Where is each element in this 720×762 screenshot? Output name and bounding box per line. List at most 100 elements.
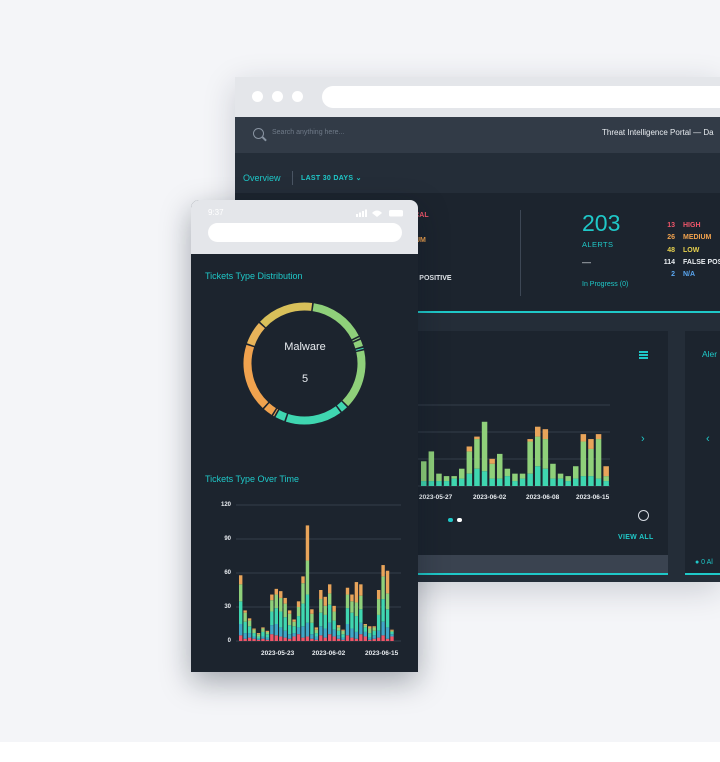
bar-segment: [368, 639, 372, 641]
alerts-count: 203: [582, 210, 621, 236]
bar-segment: [372, 627, 376, 631]
bar-segment: [350, 628, 354, 638]
donut-slice[interactable]: [246, 322, 265, 347]
bar-segment: [350, 637, 354, 641]
donut-slice[interactable]: [312, 303, 359, 340]
bar-segment: [372, 638, 376, 641]
bar-segment: [341, 637, 345, 640]
bar-segment: [270, 600, 274, 612]
bar-segment: [527, 441, 533, 474]
donut-slice[interactable]: [263, 403, 276, 415]
alert-breakdown-count: 48: [667, 246, 675, 254]
bar-segment: [595, 439, 602, 479]
bar-segment: [588, 439, 594, 449]
address-bar[interactable]: [322, 86, 720, 108]
donut-slice[interactable]: [342, 350, 366, 407]
chevron-right-icon[interactable]: ›: [641, 433, 645, 445]
bar-segment: [292, 621, 296, 627]
bar-segment: [512, 481, 518, 486]
bar-segment: [595, 434, 602, 440]
bar-segment: [359, 634, 363, 641]
bar-segment: [385, 627, 390, 639]
bar-segment: [336, 638, 341, 641]
bar-segment: [359, 584, 363, 596]
tab-overview[interactable]: Overview: [243, 173, 281, 183]
bar-segment: [332, 611, 336, 621]
pager-dot[interactable]: [457, 518, 462, 522]
bar-segment: [261, 638, 265, 641]
bar-segment: [252, 638, 256, 641]
bar-segment: [292, 633, 296, 637]
bar-segment: [265, 630, 270, 632]
bar-segment: [319, 599, 323, 613]
donut-slice[interactable]: [273, 408, 279, 417]
bar-segment: [256, 633, 261, 635]
bar-segment: [376, 630, 381, 638]
bar-segment: [385, 638, 390, 641]
alerts-side-card: [685, 331, 720, 573]
donut-slice[interactable]: [243, 344, 269, 408]
bar-segment: [390, 636, 394, 641]
bar-segment: [519, 478, 526, 486]
search-icon[interactable]: [253, 128, 264, 139]
window-dot-icon[interactable]: [252, 91, 263, 102]
status-time: 9:37: [208, 208, 224, 217]
bar-segment: [542, 439, 549, 469]
donut-slice[interactable]: [285, 406, 341, 425]
bar-segment: [265, 639, 270, 641]
bar-segment: [265, 631, 270, 635]
bar-segment: [354, 582, 359, 603]
bar-segment: [274, 608, 278, 624]
bar-segment: [283, 637, 287, 641]
bar-segment: [390, 630, 394, 632]
bar-segment: [557, 473, 564, 479]
bar-segment: [368, 628, 372, 634]
bar-segment: [390, 631, 394, 635]
bar-segment: [497, 478, 503, 486]
pager-dot[interactable]: [448, 518, 453, 522]
bar-segment: [603, 466, 609, 477]
bar-segment: [274, 594, 278, 609]
bar-segment: [519, 473, 526, 479]
bar-segment: [363, 631, 367, 637]
bar-segment: [368, 626, 372, 629]
bar-segment: [314, 629, 319, 634]
bar-segment: [443, 476, 450, 482]
donut-slice[interactable]: [275, 410, 287, 422]
bar-segment: [283, 603, 287, 618]
in-progress-link[interactable]: In Progress (0): [582, 281, 629, 288]
bar-segment: [323, 637, 327, 641]
bar-segment: [363, 624, 367, 626]
bar-segment: [466, 451, 473, 474]
chevron-left-icon[interactable]: ‹: [706, 433, 710, 445]
bar-segment: [504, 468, 511, 477]
bar-segment: [372, 630, 376, 636]
alert-breakdown-count: 26: [667, 234, 675, 242]
x-tick-label: 2023-06-15: [576, 494, 610, 501]
bar-segment: [332, 620, 336, 630]
bar-segment: [287, 625, 292, 635]
signal-wifi-battery-icon: [356, 209, 403, 217]
bar-segment: [345, 635, 350, 641]
bar-segment: [474, 436, 480, 440]
y-tick-label: 60: [224, 570, 231, 576]
list-view-icon[interactable]: [639, 351, 648, 359]
window-dot-icon[interactable]: [292, 91, 303, 102]
date-range-dropdown[interactable]: LAST 30 DAYS ⌄: [301, 174, 362, 182]
bar-segment: [314, 639, 319, 641]
bar-segment: [319, 612, 323, 627]
donut-slice[interactable]: [260, 302, 313, 328]
bar-segment: [489, 478, 495, 486]
search-input[interactable]: Search anything here...: [272, 129, 345, 136]
donut-slice[interactable]: [353, 339, 363, 349]
bar-segment: [243, 633, 247, 639]
x-tick-label: 2023-05-27: [419, 494, 453, 501]
mobile-address-bar[interactable]: [208, 223, 402, 242]
refresh-icon[interactable]: [638, 510, 649, 521]
bar-segment: [283, 597, 287, 604]
donut-slice[interactable]: [336, 401, 347, 412]
bar-segment: [270, 611, 274, 626]
view-all-link[interactable]: VIEW ALL: [618, 534, 654, 541]
bar-segment: [363, 625, 367, 628]
window-dot-icon[interactable]: [272, 91, 283, 102]
